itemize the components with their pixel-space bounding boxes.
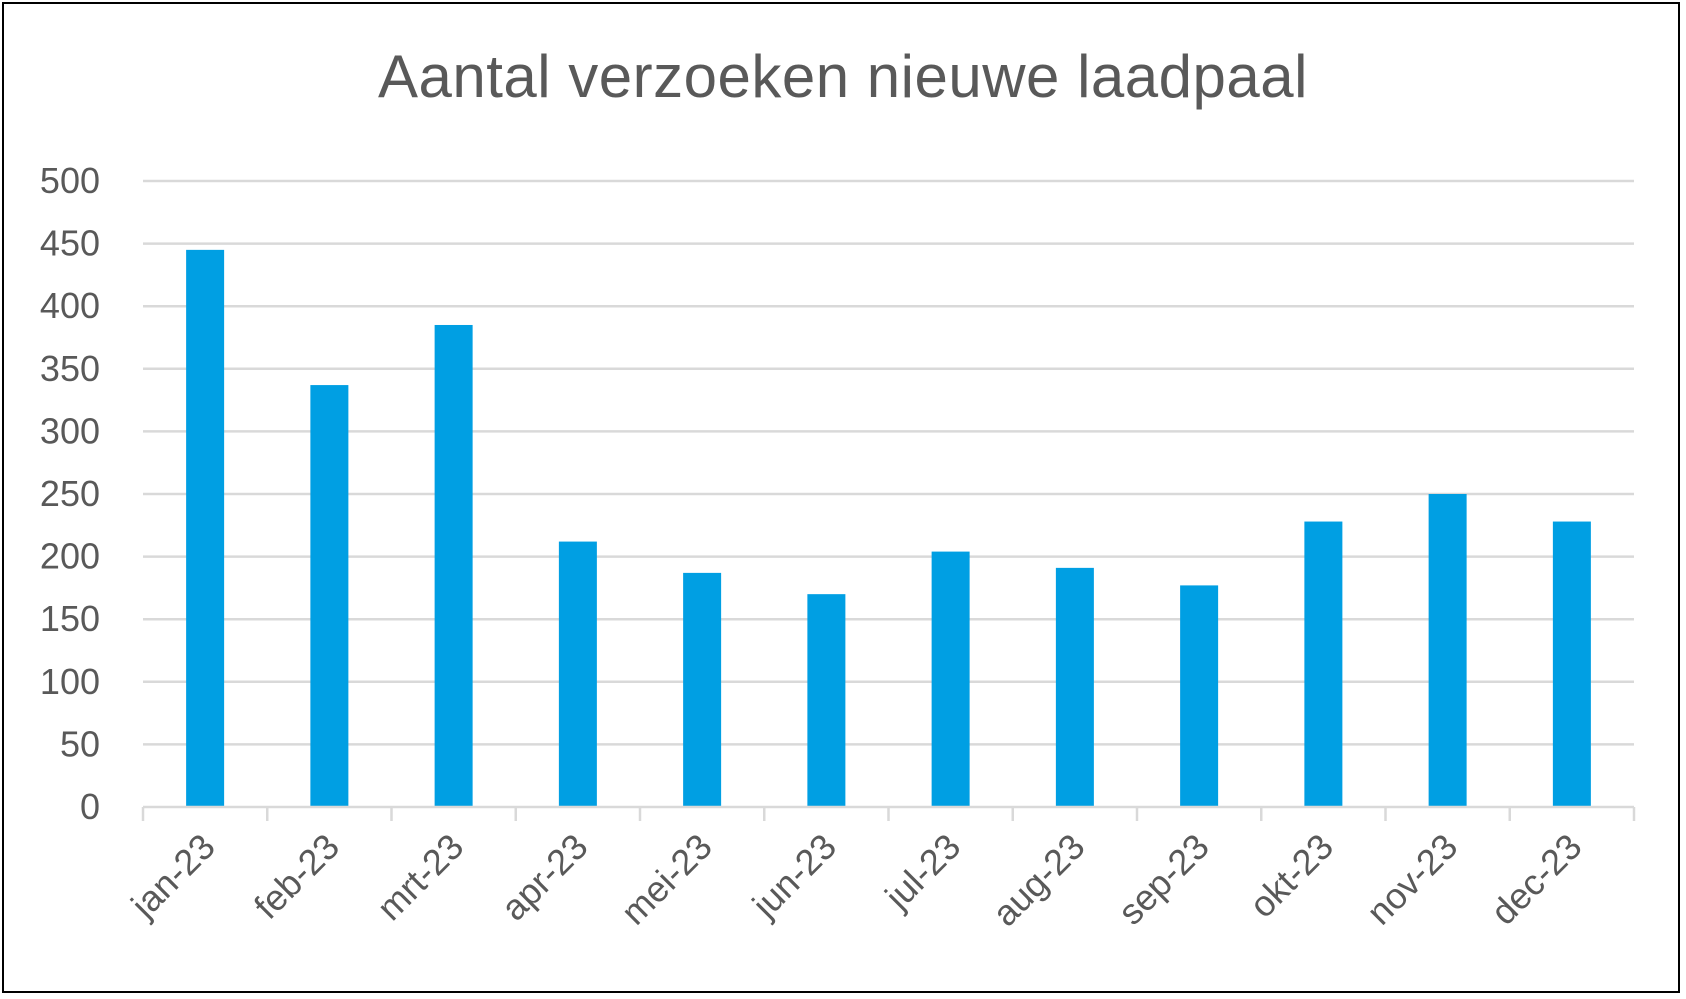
bars	[186, 249, 1591, 808]
y-tick-label: 400	[40, 285, 100, 326]
bar-dec-23	[1552, 521, 1591, 807]
bar-nov-23	[1428, 494, 1467, 807]
y-tick-label: 0	[80, 786, 100, 827]
chart-title: Aantal verzoeken nieuwe laadpaal	[378, 43, 1308, 110]
bar-jan-23	[186, 249, 225, 808]
x-tick-label: mei-23	[613, 826, 720, 933]
gridlines	[143, 179, 1634, 746]
bar-apr-23	[558, 541, 597, 807]
bar-mei-23	[683, 572, 722, 807]
bar-jun-23	[807, 594, 846, 807]
x-axis	[141, 805, 1636, 821]
x-tick-label: mrt-23	[369, 826, 472, 929]
y-tick-label: 450	[40, 223, 100, 264]
y-tick-label: 250	[40, 473, 100, 514]
bar-jul-23	[931, 551, 970, 807]
x-tick-label: apr-23	[493, 826, 596, 929]
y-tick-label: 300	[40, 410, 100, 451]
y-tick-label: 350	[40, 348, 100, 389]
y-tick-label: 100	[40, 661, 100, 702]
bar-okt-23	[1304, 521, 1343, 807]
x-tick-label: dec-23	[1483, 826, 1590, 933]
y-axis-labels: 0 50 100 150 200 250 300 350 400 450 500	[40, 160, 100, 827]
x-tick-label: okt-23	[1241, 826, 1341, 926]
x-tick-label: jul-23	[876, 826, 968, 918]
x-tick-label: feb-23	[246, 826, 347, 927]
y-tick-label: 200	[40, 536, 100, 577]
bar-feb-23	[310, 385, 349, 807]
bar-sep-23	[1180, 585, 1219, 807]
bar-aug-23	[1055, 567, 1094, 807]
bar-mrt-23	[434, 324, 473, 807]
y-tick-label: 150	[40, 598, 100, 639]
x-tick-label: jun-23	[744, 826, 844, 926]
x-tick-label: aug-23	[984, 826, 1092, 934]
x-tick-label: jan-23	[122, 826, 222, 926]
x-tick-label: sep-23	[1110, 826, 1217, 933]
y-tick-label: 50	[60, 723, 100, 764]
x-axis-labels: jan-23 feb-23 mrt-23 apr-23 mei-23 jun-23 jul-…	[122, 826, 1589, 934]
x-tick-label: nov-23	[1358, 826, 1465, 933]
y-tick-label: 500	[40, 160, 100, 201]
